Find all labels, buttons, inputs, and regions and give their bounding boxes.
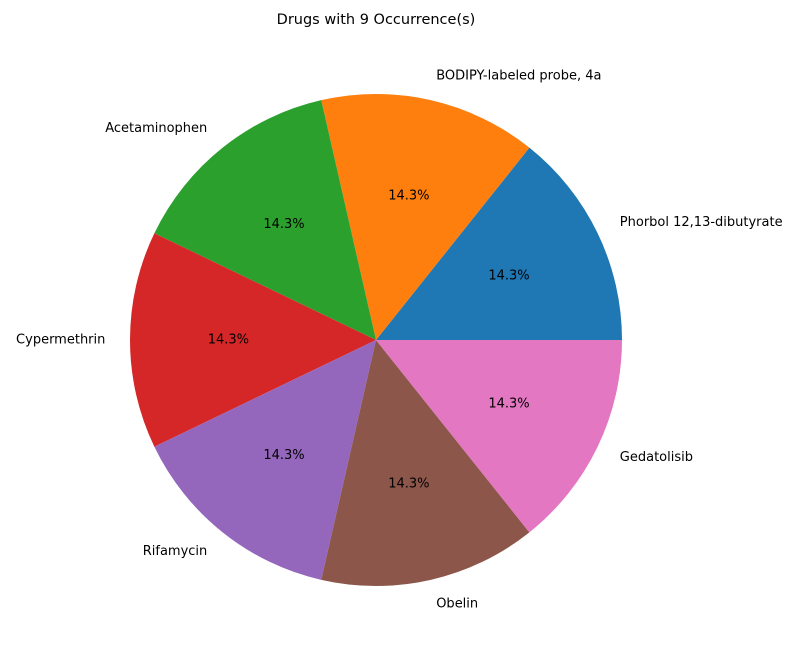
slice-label-1: Phorbol 12,13-dibutyrate bbox=[620, 215, 783, 230]
pie-slice-3 bbox=[154, 100, 376, 341]
slice-label-5: Rifamycin bbox=[143, 544, 208, 559]
slice-labels: Phorbol 12,13-dibutyrate BODIPY-labeled p… bbox=[16, 69, 783, 612]
slice-percent-7: 14.3% bbox=[488, 397, 529, 412]
slice-label-6: Obelin bbox=[436, 596, 478, 611]
chart-title: Drugs with 9 Occurrence(s) bbox=[277, 12, 476, 28]
pie-slice-2 bbox=[321, 94, 530, 341]
pie-slices bbox=[130, 94, 622, 586]
slice-percent-6: 14.3% bbox=[388, 476, 429, 491]
slice-label-2: BODIPY-labeled probe, 4a bbox=[436, 69, 601, 84]
slice-label-3: Acetaminophen bbox=[105, 121, 207, 136]
pie-slice-1 bbox=[376, 147, 622, 340]
slice-percent-3: 14.3% bbox=[263, 217, 304, 232]
slice-label-4: Cypermethrin bbox=[16, 333, 105, 348]
pie-slice-6 bbox=[321, 340, 530, 586]
slice-label-7: Gedatolisib bbox=[620, 450, 693, 465]
slice-percent-4: 14.3% bbox=[208, 333, 249, 348]
slice-percent-5: 14.3% bbox=[263, 448, 304, 463]
pie-slice-5 bbox=[154, 340, 376, 580]
slice-percent-1: 14.3% bbox=[488, 268, 529, 283]
pie-slice-4 bbox=[130, 233, 376, 447]
pie-slice-7 bbox=[376, 340, 622, 533]
slice-percent-2: 14.3% bbox=[388, 189, 429, 204]
percent-labels: 14.3% 14.3% 14.3% 14.3% 14.3% 14.3% 14.3% bbox=[208, 189, 530, 492]
